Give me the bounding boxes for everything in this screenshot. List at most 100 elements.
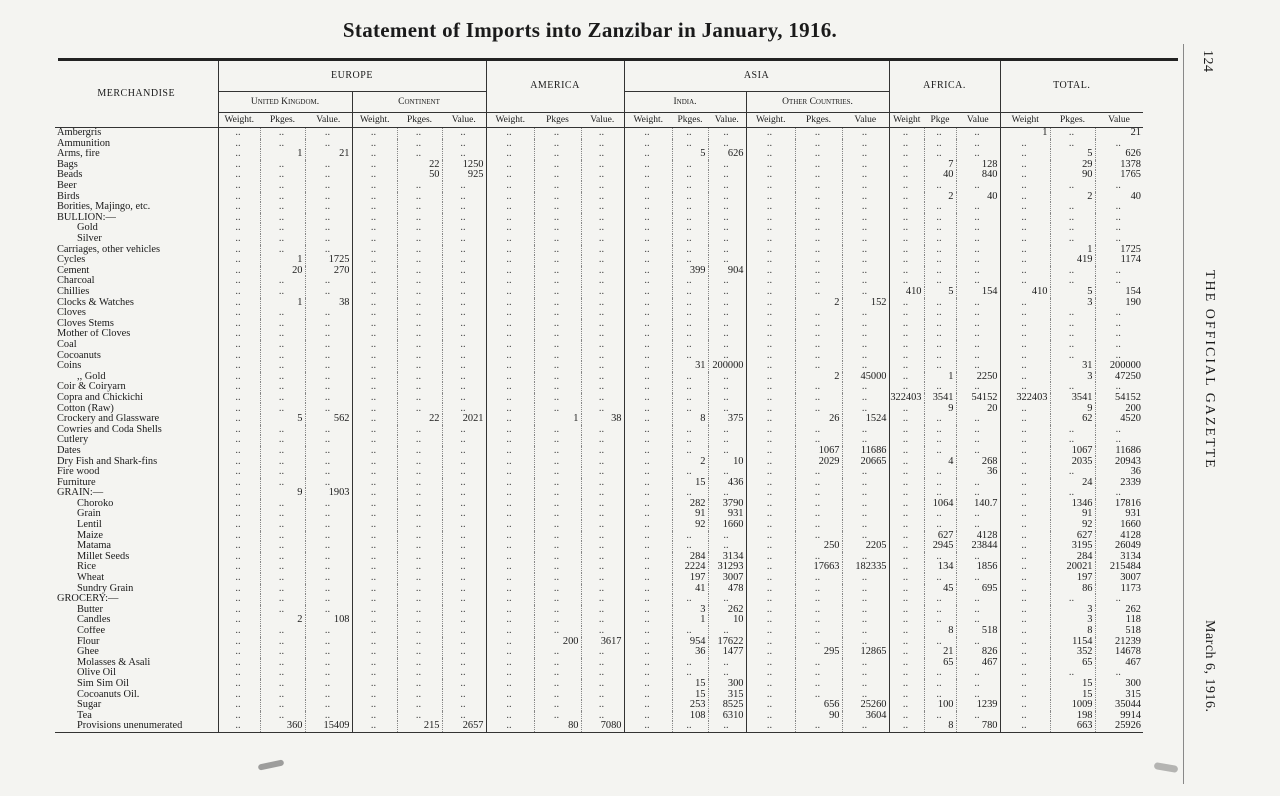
empty-cell: .. xyxy=(671,424,708,436)
empty-cell: .. xyxy=(745,318,795,330)
empty-cell: .. xyxy=(794,233,842,245)
empty-cell: .. xyxy=(955,212,1000,224)
empty-cell: .. xyxy=(707,382,746,393)
empty-cell: .. xyxy=(794,350,842,362)
empty-cell: .. xyxy=(794,424,842,436)
empty-cell: .. xyxy=(923,689,956,701)
cell-value: 2 xyxy=(259,615,305,626)
empty-cell: .. xyxy=(533,700,581,711)
empty-cell: .. xyxy=(304,127,352,139)
table-row: Furniture.................... 15 436......… xyxy=(55,477,1143,489)
empty-cell: .. xyxy=(533,615,581,626)
empty-cell: .. xyxy=(671,318,708,330)
empty-cell: .. xyxy=(923,297,956,309)
merchandise-name: Crockery and Glassware xyxy=(57,414,160,425)
cell-value: 11686 xyxy=(841,445,889,457)
empty-cell: .. xyxy=(396,318,442,330)
empty-cell: .. xyxy=(396,498,442,510)
merchandise-name: Carriages, other vehicles xyxy=(57,244,160,255)
empty-cell: .. xyxy=(745,498,795,510)
empty-cell: .. xyxy=(351,159,397,171)
empty-cell: .. xyxy=(351,339,397,351)
empty-cell: .. xyxy=(580,689,624,701)
empty-cell: .. xyxy=(707,138,746,150)
merchandise-name: Mother of Cloves xyxy=(57,329,131,340)
cell-value: 2224 xyxy=(671,562,708,573)
empty-cell: .. xyxy=(259,477,305,489)
empty-cell: .. xyxy=(745,668,795,679)
empty-cell: .. xyxy=(999,657,1050,669)
top-rule xyxy=(58,58,1178,61)
empty-cell: .. xyxy=(888,456,924,467)
publication-date: March 6, 1916. xyxy=(1202,620,1217,713)
empty-cell: .. xyxy=(888,498,924,510)
cell-value: 3007 xyxy=(707,572,746,584)
empty-cell: .. xyxy=(841,572,889,584)
cell-value: 5 xyxy=(259,414,305,425)
empty-cell: .. xyxy=(533,212,581,224)
column-header: Weight. xyxy=(351,112,397,128)
empty-cell: .. xyxy=(1049,467,1095,478)
empty-cell: .. xyxy=(580,467,624,478)
table-row: Coir & Coiryarn.........................… xyxy=(55,382,1143,393)
empty-cell: .. xyxy=(580,668,624,679)
cell-value: 467 xyxy=(955,657,1000,669)
table-row: Copra and Chickichi.....................… xyxy=(55,392,1143,404)
empty-cell: .. xyxy=(396,212,442,224)
empty-cell: .. xyxy=(351,223,397,234)
cell-value: 467 xyxy=(1094,657,1143,669)
empty-cell: .. xyxy=(888,678,924,690)
empty-cell: .. xyxy=(259,276,305,287)
empty-cell: .. xyxy=(999,276,1050,287)
empty-cell: .. xyxy=(707,350,746,362)
empty-cell: .. xyxy=(923,594,956,605)
empty-cell: .. xyxy=(533,604,581,616)
column-header: Value xyxy=(956,112,1000,128)
empty-cell: .. xyxy=(841,212,889,224)
cell-value: 1 xyxy=(999,127,1050,139)
empty-cell: .. xyxy=(304,678,352,690)
empty-cell: .. xyxy=(923,329,956,340)
empty-cell: .. xyxy=(304,212,352,224)
empty-cell: .. xyxy=(623,636,672,648)
merchandise-name: Rice xyxy=(77,562,97,573)
continent-header: Continent xyxy=(351,91,486,113)
empty-cell: .. xyxy=(745,403,795,415)
imports-table: MERCHANDISE EUROPE AMERICA ASIA AFRICA. … xyxy=(55,61,1143,733)
table-row: Choroko.................... 282 3790......… xyxy=(55,498,1143,510)
merchandise-name: Candles xyxy=(77,615,111,626)
merchandise-name: Birds xyxy=(57,191,80,202)
cell-value: 8 xyxy=(923,721,956,733)
empty-cell: .. xyxy=(623,403,672,415)
empty-cell: .. xyxy=(794,403,842,415)
table-row: Provisions unenumerated.. 360 15409.. 215 26… xyxy=(55,721,1143,733)
empty-cell: .. xyxy=(533,276,581,287)
empty-cell: .. xyxy=(217,414,260,425)
empty-cell: .. xyxy=(351,541,397,552)
empty-cell: .. xyxy=(533,583,581,595)
empty-cell: .. xyxy=(888,519,924,531)
merchandise-name: Beads xyxy=(57,170,83,181)
empty-cell: .. xyxy=(304,477,352,489)
empty-cell: .. xyxy=(580,329,624,340)
merchandise-header: MERCHANDISE xyxy=(55,61,218,128)
empty-cell: .. xyxy=(923,138,956,150)
empty-cell: .. xyxy=(580,604,624,616)
empty-cell: .. xyxy=(580,149,624,160)
cell-value: 626 xyxy=(707,149,746,160)
cell-value: 54152 xyxy=(955,392,1000,404)
cell-value: 2945 xyxy=(923,541,956,552)
merchandise-name: Copra and Chickichi xyxy=(57,392,143,403)
empty-cell: .. xyxy=(217,657,260,669)
empty-cell: .. xyxy=(999,202,1050,213)
empty-cell: .. xyxy=(580,382,624,393)
empty-cell: .. xyxy=(1049,435,1095,446)
empty-cell: .. xyxy=(396,191,442,203)
empty-cell: .. xyxy=(999,445,1050,457)
empty-cell: .. xyxy=(259,668,305,679)
empty-cell: .. xyxy=(396,678,442,690)
empty-cell: .. xyxy=(707,276,746,287)
cell-value: 198 xyxy=(1049,710,1095,722)
empty-cell: .. xyxy=(841,615,889,626)
empty-cell: .. xyxy=(955,710,1000,722)
